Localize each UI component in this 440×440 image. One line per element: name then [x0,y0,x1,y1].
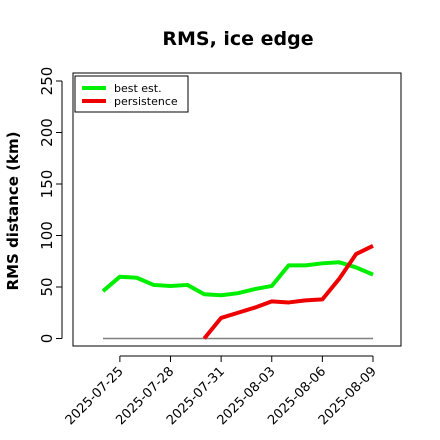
y-tick-label: 50 [38,277,56,296]
y-tick-label: 150 [38,170,56,199]
legend-box [74,75,189,113]
legend-label-0: best est. [114,82,162,95]
series-line-1 [202,244,374,340]
y-axis-label: RMS distance (km) [4,132,22,291]
legend-label-1: persistence [114,95,178,108]
y-axis: 0 50 100 150 200 250 [38,67,63,344]
y-tick-label: 200 [38,118,56,147]
series-layer [101,244,374,340]
x-axis: 2025-07-252025-07-282025-07-312025-08-03… [63,355,380,428]
y-tick-label: 100 [38,221,56,250]
legend: best est.persistence [74,75,189,113]
plot-frame [72,72,402,347]
series-line-0 [101,260,374,298]
y-tick-label: 0 [38,334,56,344]
chart-title: RMS, ice edge [162,28,313,50]
y-tick-label: 250 [38,67,56,96]
